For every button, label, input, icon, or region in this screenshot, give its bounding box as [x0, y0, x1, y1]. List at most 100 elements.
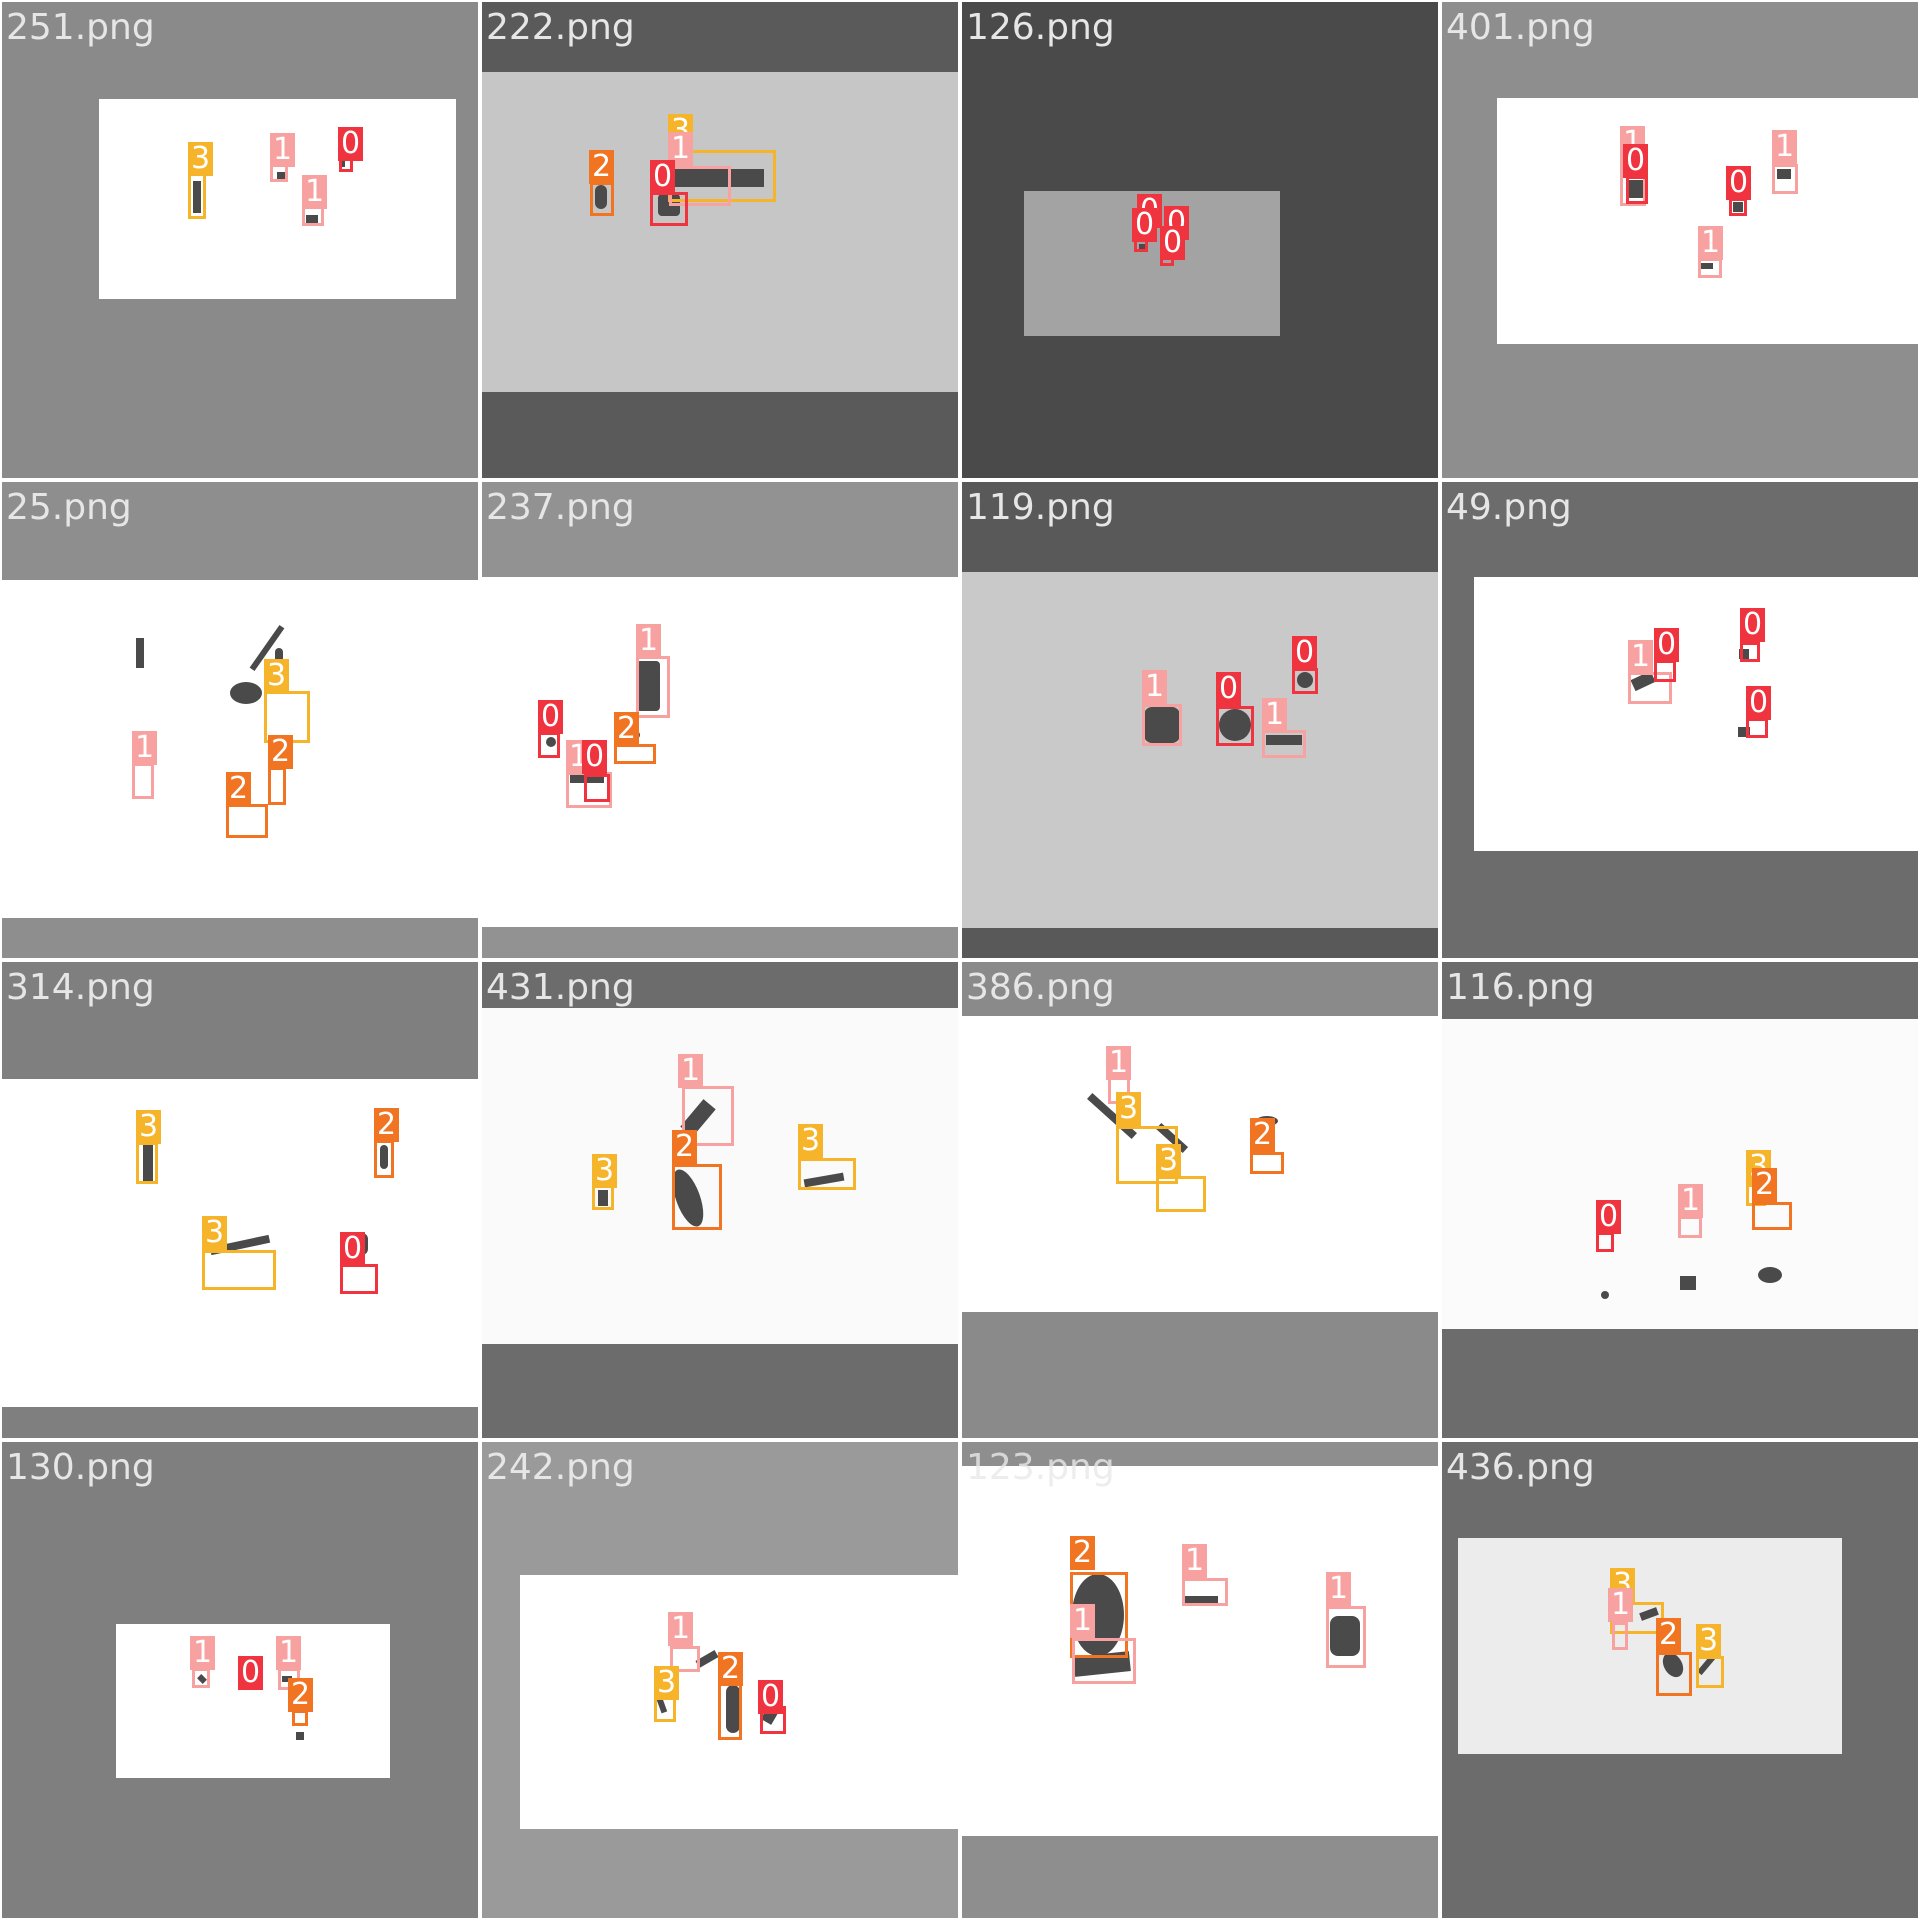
nut-part — [1219, 709, 1251, 741]
detection-label: 1 — [636, 624, 662, 658]
tile-filename: 314.png — [6, 967, 155, 1008]
nut-part — [277, 172, 285, 180]
detection-label: 3 — [188, 142, 214, 176]
detection-label: 0 — [1132, 208, 1158, 242]
detection-box — [614, 744, 656, 764]
detection-box — [1596, 1232, 1614, 1252]
tile-filename: 386.png — [966, 967, 1115, 1008]
detection-label: 1 — [668, 132, 694, 166]
detection-box — [1262, 730, 1306, 758]
tile-116: 0 1 3 2 116.png — [1442, 962, 1918, 1438]
detection-box — [650, 192, 688, 226]
detection-label: 0 — [1292, 636, 1318, 670]
tile-filename: 436.png — [1446, 1447, 1595, 1488]
bolt-part — [598, 1190, 608, 1206]
detection-label: 0 — [1596, 1200, 1622, 1234]
detection-label: 1 — [1698, 226, 1724, 260]
detection-label: 3 — [1116, 1092, 1142, 1126]
detection-box — [1612, 1622, 1628, 1650]
tile-25: 3 1 2 2 25.png — [2, 482, 478, 958]
detection-label: 3 — [136, 1110, 162, 1144]
bolt-part — [143, 1145, 153, 1183]
detection-box — [798, 1158, 856, 1190]
detection-label: 1 — [1628, 640, 1654, 674]
detection-box — [1729, 198, 1747, 216]
detection-label: 1 — [1070, 1604, 1096, 1638]
detection-label: 3 — [1696, 1624, 1722, 1658]
tile-photo — [2, 580, 478, 918]
detection-label: 3 — [798, 1124, 824, 1158]
washer-part — [595, 185, 607, 209]
detection-box — [132, 763, 154, 799]
detection-label: 1 — [190, 1636, 216, 1670]
bolt-part — [1184, 1596, 1218, 1606]
tile-photo — [1442, 1019, 1918, 1329]
detection-box — [302, 206, 324, 226]
detection-box — [226, 804, 268, 838]
detection-box — [672, 1164, 722, 1230]
tile-126: 0 0 0 0 126.png — [962, 2, 1438, 478]
detection-box — [1072, 1638, 1136, 1684]
detection-box — [1292, 668, 1318, 694]
bolt-part — [1266, 735, 1302, 745]
detection-label: 3 — [264, 659, 290, 693]
tile-photo — [1497, 98, 1918, 344]
tile-filename: 242.png — [486, 1447, 635, 1488]
detection-label: 0 — [1216, 672, 1242, 706]
detection-label: 0 — [1654, 628, 1680, 662]
tile-photo — [482, 577, 958, 927]
tile-filename: 119.png — [966, 487, 1115, 528]
detection-label: 3 — [202, 1216, 228, 1250]
detection-label: 3 — [592, 1154, 618, 1188]
bolt-part — [1701, 263, 1713, 269]
tile-photo — [116, 1624, 390, 1778]
tile-119: 1 0 0 1 119.png — [962, 482, 1438, 958]
tile-photo — [962, 572, 1438, 928]
detection-box — [636, 656, 670, 718]
tile-222: 2 3 1 0 222.png — [482, 2, 958, 478]
detection-label: 0 — [1740, 608, 1766, 642]
detection-label: 2 — [718, 1652, 744, 1686]
tile-436: 3 1 2 3 436.png — [1442, 1442, 1918, 1918]
detection-box — [590, 182, 614, 216]
nut-part — [1629, 180, 1645, 198]
detection-label: 1 — [1772, 130, 1798, 164]
tile-photo — [1474, 577, 1918, 851]
detection-box — [268, 767, 286, 805]
tile-photo — [482, 72, 958, 392]
tile-431: 1 2 3 3 431.png — [482, 962, 958, 1438]
detection-label: 2 — [268, 735, 294, 769]
washer-part — [230, 682, 262, 704]
detection-label: 1 — [668, 1612, 694, 1646]
detection-box — [188, 173, 206, 219]
detection-box — [292, 1710, 308, 1726]
detection-box — [374, 1140, 394, 1178]
nut-part — [1680, 1276, 1696, 1290]
detection-label: 2 — [1250, 1118, 1276, 1152]
detection-box — [682, 1086, 734, 1146]
detection-box — [670, 1646, 700, 1672]
detection-box — [538, 732, 560, 758]
detection-label: 2 — [226, 772, 252, 806]
tile-filename: 251.png — [6, 7, 155, 48]
detection-box — [1752, 1202, 1792, 1230]
bolt-part — [636, 661, 660, 711]
detection-box — [1326, 1606, 1366, 1668]
washer-part — [726, 1685, 740, 1733]
detection-label: 0 — [538, 700, 564, 734]
tile-123: 2 1 1 1 123.png — [962, 1442, 1438, 1918]
detection-box — [1654, 660, 1676, 682]
tile-photo — [99, 99, 456, 299]
tile-photo — [1458, 1538, 1842, 1754]
detection-label: 1 — [276, 1636, 302, 1670]
detection-box — [1746, 718, 1768, 738]
nut-part — [1739, 649, 1749, 659]
detection-label: 0 — [238, 1656, 264, 1690]
tile-251: 3 1 0 1 251.png — [2, 2, 478, 478]
detection-label: 1 — [1678, 1184, 1704, 1218]
detection-label: 1 — [270, 133, 296, 167]
detection-label: 3 — [1156, 1144, 1182, 1178]
tile-49: 1 0 0 0 49.png — [1442, 482, 1918, 958]
nut-part — [1144, 707, 1180, 743]
